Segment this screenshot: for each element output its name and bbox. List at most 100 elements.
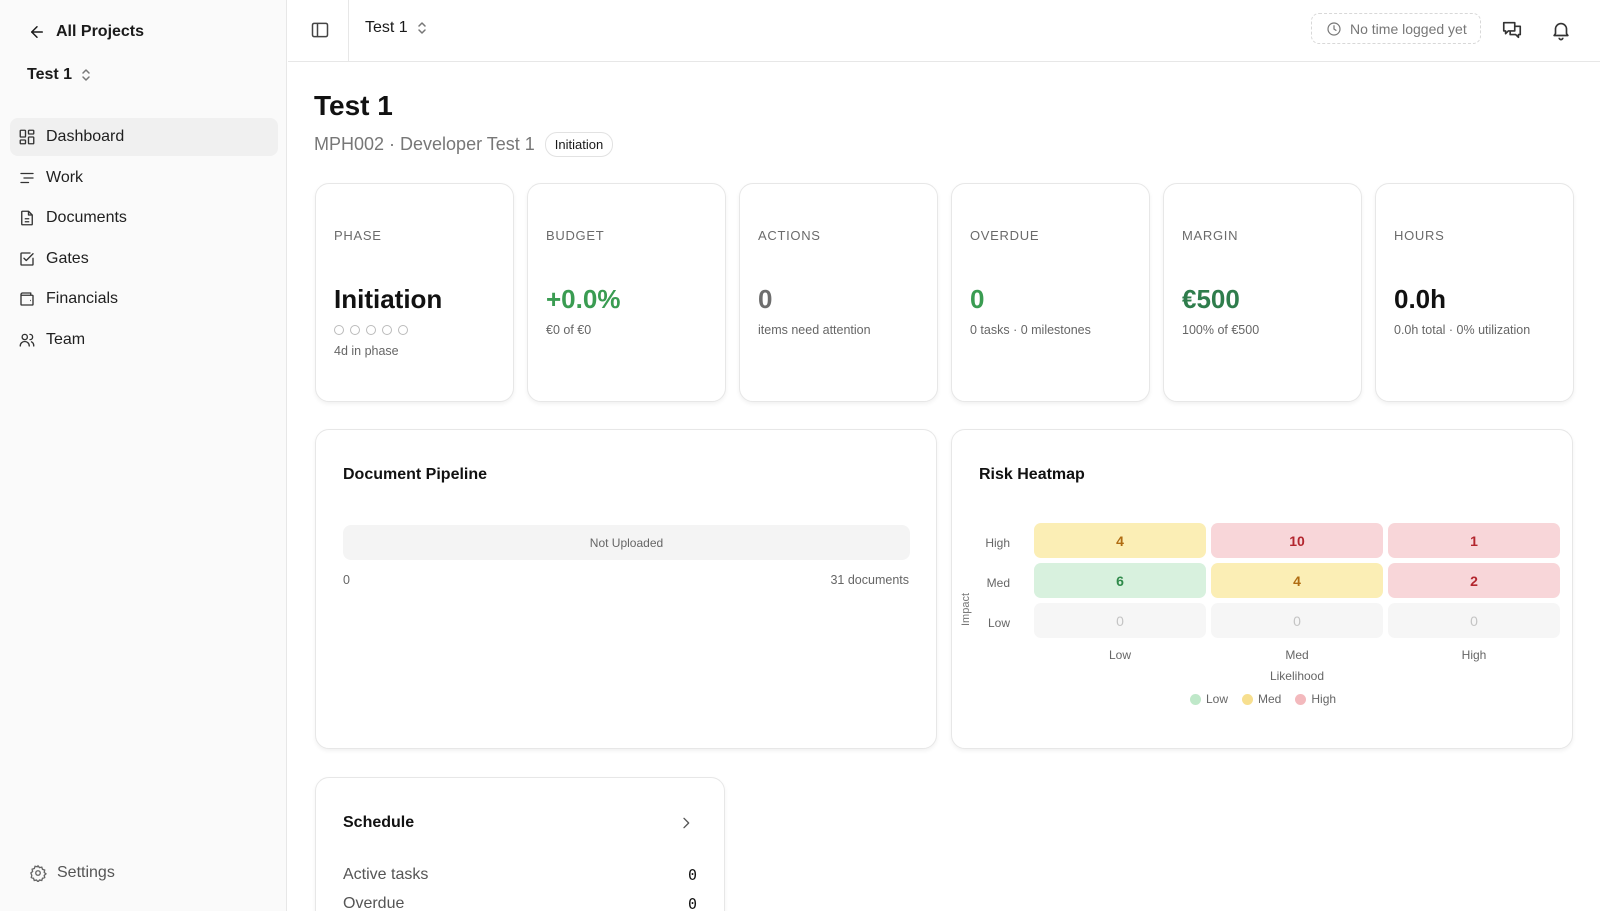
topbar: Test 1 No time logged yet (288, 0, 1600, 62)
heatmap-cell[interactable]: 0 (1388, 603, 1560, 638)
topbar-divider (348, 0, 349, 61)
chevron-right-icon[interactable] (678, 815, 694, 831)
phase-dot (350, 325, 360, 335)
project-switcher[interactable]: Test 1 (27, 66, 92, 84)
arrow-left-icon (31, 26, 43, 38)
sidebar-item-gates[interactable]: Gates (10, 240, 278, 278)
heatmap-cell[interactable]: 10 (1211, 523, 1383, 558)
time-log-button[interactable]: No time logged yet (1311, 13, 1481, 44)
chevron-up-down-icon (417, 22, 426, 34)
kpi-sub: items need attention (758, 323, 871, 337)
pipeline-total-label: 31 documents (830, 573, 909, 587)
sidebar-item-financials[interactable]: Financials (10, 280, 278, 318)
sidebar-item-label: Work (46, 168, 84, 186)
risk-heatmap-card: Risk Heatmap Impact High Med Low 4 10 1 6 4 2… (951, 429, 1573, 749)
sidebar-item-work[interactable]: Work (10, 159, 278, 197)
schedule-row-label: Active tasks (343, 866, 429, 883)
settings-label: Settings (57, 864, 115, 881)
heatmap-col-label: Low (1108, 648, 1131, 662)
kpi-card-actions: ACTIONS 0 items need attention (739, 183, 938, 402)
sidebar-item-label: Gates (46, 249, 89, 267)
kpi-sub: 100% of €500 (1182, 323, 1260, 337)
schedule-row-label: Overdue (343, 895, 405, 911)
sidebar-nav: Dashboard Work Documents Gates Financial… (10, 118, 278, 361)
sidebar-item-label: Dashboard (46, 128, 125, 145)
bell-icon[interactable] (1550, 19, 1572, 41)
heatmap-x-axis-label: Likelihood (1269, 669, 1325, 683)
legend-label: Med (1258, 692, 1282, 706)
kpi-card-overdue: OVERDUE 0 0 tasks · 0 milestones (951, 183, 1150, 402)
chevron-up-down-icon (82, 69, 90, 81)
kpi-sub: 0 tasks · 0 milestones (970, 323, 1091, 337)
panel-title: Document Pipeline (343, 466, 488, 483)
kpi-label: OVERDUE (970, 228, 1040, 243)
phase-dot (366, 325, 376, 335)
kpi-label: HOURS (1394, 228, 1445, 243)
users-icon (19, 333, 35, 347)
wallet-icon (20, 292, 34, 306)
schedule-card[interactable]: Schedule Active tasks 0 Overdue 0 (315, 777, 725, 911)
legend-item: Low (1190, 692, 1228, 706)
heatmap-legend: Low Med High (1190, 692, 1336, 706)
phase-dot (334, 325, 344, 335)
panel-title: Risk Heatmap (979, 466, 1085, 483)
heatmap-cell[interactable]: 1 (1388, 523, 1560, 558)
panel-title: Schedule (343, 814, 415, 831)
kpi-card-phase: PHASE Initiation 4d in phase (315, 183, 514, 402)
legend-label: Low (1206, 692, 1229, 706)
kpi-card-hours: HOURS 0.0h 0.0h total · 0% utilization (1375, 183, 1574, 402)
kpi-value: +0.0% (546, 284, 621, 314)
sidebar: All Projects Test 1 Dashboard Work Docum… (0, 0, 287, 911)
kpi-sub: 0.0h total · 0% utilization (1394, 323, 1531, 337)
legend-label: High (1311, 692, 1337, 706)
heatmap-cell[interactable]: 0 (1211, 603, 1383, 638)
heatmap-cell[interactable]: 6 (1034, 563, 1206, 598)
chat-icon[interactable] (1501, 19, 1523, 41)
schedule-row: Overdue 0 (343, 895, 697, 911)
document-pipeline-card: Document Pipeline Not Uploaded 0 31 docu… (315, 429, 937, 749)
heatmap-cell[interactable]: 4 (1211, 563, 1383, 598)
all-projects-link[interactable]: All Projects (28, 23, 144, 41)
heatmap-col-label: High (1461, 648, 1487, 662)
kpi-label: BUDGET (546, 228, 605, 243)
kpi-value: 0 (970, 284, 985, 314)
heatmap-cell[interactable]: 2 (1388, 563, 1560, 598)
document-icon (21, 210, 33, 226)
sidebar-item-team[interactable]: Team (10, 321, 278, 359)
phase-progress-dots (334, 325, 408, 335)
kpi-card-margin: MARGIN €500 100% of €500 (1163, 183, 1362, 402)
kpi-value: €500 (1182, 284, 1240, 314)
kpi-label: PHASE (334, 228, 382, 243)
kpi-sub: €0 of €0 (546, 323, 592, 337)
kpi-card-budget: BUDGET +0.0% €0 of €0 (527, 183, 726, 402)
kpi-sub: 4d in phase (334, 344, 399, 358)
legend-swatch (1295, 693, 1307, 705)
gear-icon (30, 864, 47, 882)
heatmap-row-label: Low (987, 616, 1010, 630)
heatmap-cell[interactable]: 0 (1034, 603, 1206, 638)
heatmap-cell[interactable]: 4 (1034, 523, 1206, 558)
kpi-value: Initiation (334, 284, 443, 314)
dashboard-icon (19, 129, 35, 145)
all-projects-label: All Projects (56, 23, 145, 40)
kpi-value: 0 (758, 284, 773, 314)
sidebar-item-label: Documents (46, 209, 127, 226)
schedule-row: Active tasks 0 (343, 866, 697, 884)
sidebar-item-label: Financials (46, 290, 119, 307)
sidebar-item-dashboard[interactable]: Dashboard (10, 118, 278, 156)
heatmap-row-label: Med (986, 576, 1010, 590)
legend-item: High (1295, 692, 1336, 706)
pipeline-bar[interactable]: Not Uploaded (343, 525, 910, 560)
pipeline-min-label: 0 (343, 573, 350, 587)
project-switcher-label: Test 1 (27, 66, 73, 83)
legend-swatch (1190, 693, 1201, 705)
kpi-label: MARGIN (1182, 228, 1239, 243)
sidebar-toggle-icon[interactable] (310, 20, 330, 40)
schedule-row-value: 0 (687, 866, 697, 884)
kpi-label: ACTIONS (758, 228, 821, 243)
sidebar-item-documents[interactable]: Documents (10, 199, 278, 237)
topbar-project-switcher[interactable]: Test 1 (365, 19, 428, 37)
settings-link[interactable]: Settings (29, 864, 115, 882)
time-log-label: No time logged yet (1350, 20, 1467, 37)
legend-item: Med (1242, 692, 1281, 706)
